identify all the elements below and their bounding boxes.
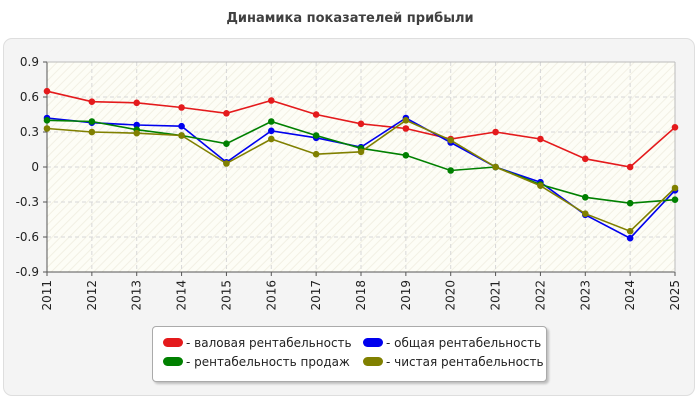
data-point-total-profitability: [133, 121, 141, 129]
x-tick-label: 2013: [130, 280, 144, 311]
data-point-net-profitability: [223, 160, 230, 167]
data-point-sales-profitability: [402, 152, 410, 159]
data-point-gross-margin: [537, 135, 544, 143]
legend-label-total-profitability: - общая рентабельность: [386, 336, 542, 350]
data-point-net-profitability: [43, 125, 51, 132]
x-tick-label: 2022: [533, 280, 547, 311]
data-point-gross-margin: [223, 110, 230, 117]
y-tick-label: 0.9: [20, 55, 39, 69]
legend-label-gross-margin: - валовая рентабельность: [186, 336, 352, 350]
x-tick-label: 2012: [85, 280, 99, 311]
chart-title: Динамика показателей прибыли: [226, 11, 474, 26]
data-point-net-profitability: [88, 128, 96, 136]
x-tick-label: 2011: [40, 280, 54, 311]
data-point-sales-profitability: [43, 117, 51, 124]
data-point-gross-margin: [671, 124, 679, 131]
x-tick-label: 2021: [489, 280, 503, 311]
x-tick-label: 2014: [175, 280, 189, 311]
y-tick-label: -0.6: [16, 230, 39, 244]
data-point-gross-margin: [178, 104, 185, 111]
x-tick-label: 2019: [399, 280, 413, 311]
legend-label-sales-profitability: - рентабельность продаж: [186, 355, 350, 369]
legend: - валовая рентабельность - общая рентабе…: [152, 326, 547, 382]
data-point-sales-profitability: [581, 194, 589, 201]
data-point-gross-margin: [133, 99, 141, 107]
data-point-gross-margin: [312, 111, 320, 118]
x-tick-label: 2015: [219, 280, 233, 311]
data-point-net-profitability: [537, 182, 544, 189]
data-point-net-profitability: [178, 132, 185, 139]
x-tick-label: 2025: [668, 280, 682, 311]
y-tick-label: -0.3: [16, 195, 39, 209]
x-tick-labels: 2011 2012 2013 2014 2015 2016 2017 2018 2019 2020…: [40, 280, 682, 311]
data-point-sales-profitability: [88, 118, 96, 125]
series-lines: [43, 87, 679, 242]
data-point-net-profitability: [267, 135, 275, 143]
x-tick-label: 2017: [309, 280, 323, 311]
x-tick-label: 2023: [578, 280, 592, 311]
legend-swatch-sales-profitability: [163, 357, 183, 366]
axes: [43, 61, 676, 276]
data-point-net-profitability: [626, 227, 634, 235]
x-tick-label: 2024: [623, 280, 637, 311]
data-point-gross-margin: [357, 120, 365, 128]
legend-swatch-total-profitability: [363, 338, 383, 347]
legend-swatch-gross-margin: [163, 338, 183, 347]
y-tick-label: 0: [31, 160, 39, 174]
data-point-sales-profitability: [223, 140, 230, 147]
data-point-gross-margin: [492, 128, 499, 136]
data-point-net-profitability: [312, 150, 320, 158]
y-tick-label: 0.3: [20, 125, 39, 139]
legend-item-sales-profitability: - рентабельность продаж: [163, 354, 350, 370]
y-tick-label: 0.6: [20, 90, 39, 104]
legend-item-gross-margin: - валовая рентабельность: [163, 335, 352, 351]
data-point-gross-margin: [581, 155, 589, 163]
data-point-gross-margin: [88, 98, 96, 105]
x-tick-label: 2018: [354, 280, 368, 311]
data-point-sales-profitability: [312, 132, 320, 139]
data-point-gross-margin: [43, 87, 51, 95]
data-point-gross-margin: [626, 163, 634, 171]
data-point-sales-profitability: [671, 196, 679, 203]
data-point-net-profitability: [357, 148, 365, 156]
data-point-net-profitability: [671, 184, 679, 192]
data-point-sales-profitability: [626, 199, 634, 207]
legend-label-net-profitability: - чистая рентабельность: [386, 355, 544, 369]
x-tick-label: 2016: [264, 280, 278, 311]
legend-item-total-profitability: - общая рентабельность: [363, 335, 541, 351]
data-point-sales-profitability: [447, 167, 455, 174]
data-point-gross-margin: [402, 125, 410, 132]
data-point-net-profitability: [133, 129, 141, 137]
data-point-total-profitability: [267, 127, 275, 135]
data-point-net-profitability: [492, 163, 499, 171]
legend-swatch-net-profitability: [363, 357, 383, 366]
data-point-net-profitability: [581, 210, 589, 217]
data-point-total-profitability: [178, 122, 185, 130]
data-point-net-profitability: [447, 136, 455, 144]
data-point-gross-margin: [267, 97, 275, 104]
data-point-sales-profitability: [267, 118, 275, 125]
data-point-net-profitability: [402, 117, 410, 124]
legend-item-net-profitability: - чистая рентабельность: [363, 354, 544, 370]
y-tick-labels: 0.9 0.6 0.3 0 -0.3 -0.6 -0.9: [16, 55, 39, 279]
x-tick-label: 2020: [444, 280, 458, 311]
y-tick-label: -0.9: [16, 265, 39, 279]
data-point-total-profitability: [626, 234, 634, 242]
